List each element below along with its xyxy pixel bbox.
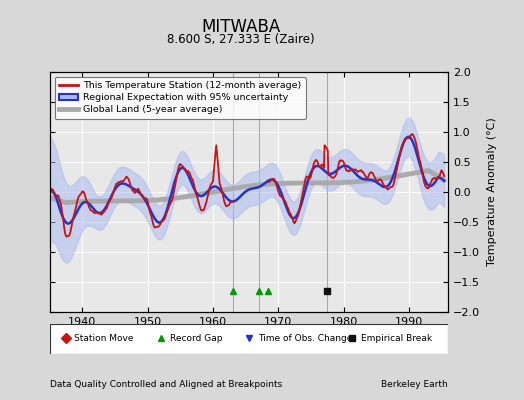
Text: 8.600 S, 27.333 E (Zaire): 8.600 S, 27.333 E (Zaire) xyxy=(167,33,315,46)
Legend: This Temperature Station (12-month average), Regional Expectation with 95% uncer: This Temperature Station (12-month avera… xyxy=(54,77,306,119)
Text: Record Gap: Record Gap xyxy=(170,334,223,343)
Text: MITWABA: MITWABA xyxy=(201,18,281,36)
Text: Empirical Break: Empirical Break xyxy=(361,334,432,343)
Text: Data Quality Controlled and Aligned at Breakpoints: Data Quality Controlled and Aligned at B… xyxy=(50,380,282,389)
Text: Time of Obs. Change: Time of Obs. Change xyxy=(258,334,352,343)
Y-axis label: Temperature Anomaly (°C): Temperature Anomaly (°C) xyxy=(487,118,497,266)
Text: Station Move: Station Move xyxy=(74,334,134,343)
Text: Berkeley Earth: Berkeley Earth xyxy=(381,380,448,389)
